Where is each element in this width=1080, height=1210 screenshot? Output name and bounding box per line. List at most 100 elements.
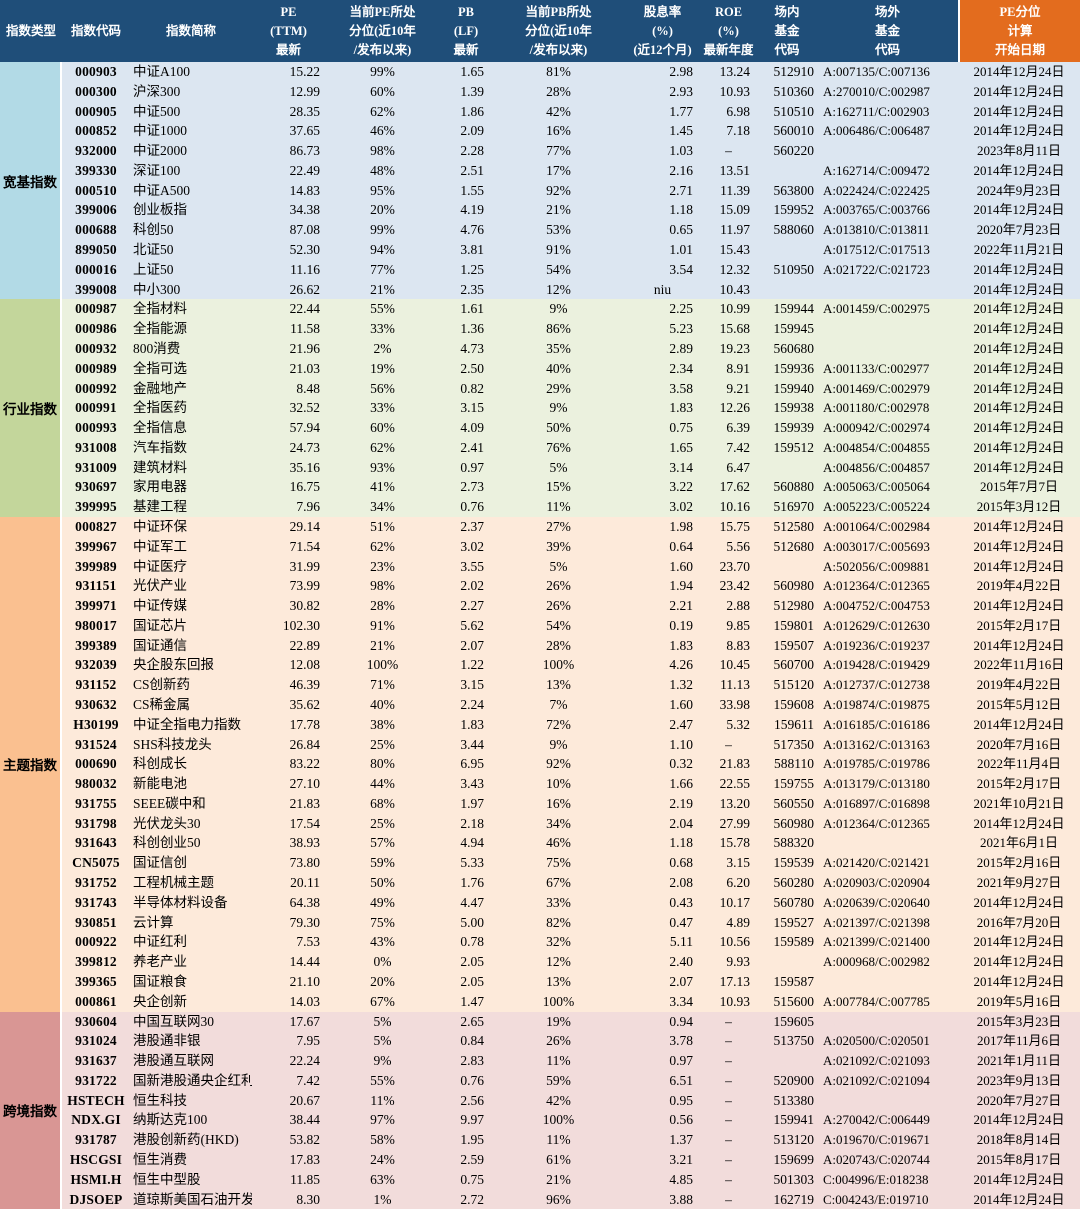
cell-pb-lf[interactable]: 1.76 [460, 875, 484, 891]
cell-onmarket-fund-code[interactable]: 159605 [773, 1013, 815, 1029]
cell-onmarket-fund-code[interactable]: 560550 [773, 795, 815, 811]
header-cell-6[interactable]: 当前PB所处 分位(近10年/发布以来) [492, 0, 625, 62]
cell-roe[interactable]: 33.98 [719, 697, 750, 712]
cell-offmarket-fund-code[interactable]: A:012364/C:012365 [823, 815, 930, 831]
cell-pe-percentile-start-date[interactable]: 2014年12月24日 [973, 103, 1065, 119]
cell-pe-ttm[interactable]: 34.38 [289, 202, 320, 218]
cell-offmarket-fund-code[interactable]: A:270010/C:002987 [823, 83, 930, 99]
cell-onmarket-fund-code[interactable]: 159939 [773, 420, 815, 436]
cell-index-name[interactable]: 中证环保 [133, 518, 187, 534]
cell-pe-percentile[interactable]: 23% [370, 558, 395, 574]
cell-pb-lf[interactable]: 6.95 [460, 756, 484, 772]
cell-pb-percentile[interactable]: 91% [546, 242, 571, 258]
cell-index-name[interactable]: 中证2000 [133, 143, 187, 159]
cell-dividend-yield[interactable]: 2.19 [669, 795, 693, 811]
cell-index-code[interactable]: 931524 [75, 736, 117, 752]
cell-pe-ttm[interactable]: 11.85 [290, 1171, 320, 1187]
cell-index-code[interactable]: 000688 [75, 222, 117, 238]
cell-index-name[interactable]: 中证红利 [133, 934, 187, 950]
cell-pe-percentile[interactable]: 71% [370, 677, 395, 693]
cell-pe-ttm[interactable]: 35.62 [289, 697, 320, 712]
cell-pb-percentile[interactable]: 28% [546, 637, 571, 653]
cell-index-name[interactable]: 中证1000 [133, 123, 187, 139]
cell-pe-percentile-start-date[interactable]: 2021年10月21日 [973, 795, 1065, 811]
cell-pe-percentile[interactable]: 2% [373, 340, 392, 356]
cell-pb-percentile[interactable]: 33% [546, 894, 571, 910]
cell-pb-lf[interactable]: 3.02 [460, 538, 484, 554]
cell-index-code[interactable]: 980017 [75, 617, 117, 633]
cell-index-name[interactable]: 央企股东回报 [133, 657, 214, 673]
cell-onmarket-fund-code[interactable]: 159945 [773, 321, 815, 337]
cell-pe-ttm[interactable]: 22.44 [289, 301, 320, 317]
cell-pb-lf[interactable]: 2.27 [460, 598, 484, 614]
cell-onmarket-fund-code[interactable]: 560280 [773, 875, 815, 891]
cell-index-code[interactable]: 399971 [75, 598, 117, 614]
cell-index-code[interactable]: HSMI.H [70, 1171, 122, 1187]
cell-pe-ttm[interactable]: 87.08 [289, 222, 320, 238]
cell-roe[interactable]: 17.13 [719, 973, 750, 989]
cell-index-code[interactable]: 930632 [75, 697, 117, 712]
cell-pe-ttm[interactable]: 26.84 [289, 736, 320, 752]
cell-offmarket-fund-code[interactable]: A:003765/C:003766 [823, 202, 930, 218]
cell-pe-percentile[interactable]: 20% [370, 973, 395, 989]
cell-pb-percentile[interactable]: 5% [549, 558, 568, 574]
header-cell-5[interactable]: PB (LF) 最新 [440, 0, 492, 62]
header-cell-3[interactable]: PE (TTM) 最新 [252, 0, 325, 62]
cell-index-name[interactable]: 科创50 [133, 222, 174, 238]
cell-pb-lf[interactable]: 2.51 [460, 162, 484, 178]
section-label[interactable]: 跨境指数 [0, 1011, 62, 1210]
cell-index-name[interactable]: 中小300 [133, 281, 181, 297]
cell-index-code[interactable]: H30199 [73, 716, 119, 732]
cell-offmarket-fund-code[interactable]: A:019428/C:019429 [823, 657, 930, 673]
cell-index-code[interactable]: 000989 [75, 360, 117, 376]
cell-pb-percentile[interactable]: 82% [546, 914, 571, 930]
cell-pe-ttm[interactable]: 32.52 [289, 400, 320, 416]
cell-pb-lf[interactable]: 1.36 [460, 321, 484, 337]
cell-offmarket-fund-code[interactable]: A:007135/C:007136 [823, 64, 930, 79]
cell-offmarket-fund-code[interactable]: A:021399/C:021400 [823, 934, 930, 950]
cell-pe-percentile-start-date[interactable]: 2015年2月17日 [976, 617, 1062, 633]
cell-offmarket-fund-code[interactable]: C:004243/E:019710 [823, 1191, 929, 1207]
cell-pe-percentile-start-date[interactable]: 2020年7月27日 [976, 1092, 1062, 1108]
cell-pb-percentile[interactable]: 9% [549, 736, 568, 752]
cell-roe[interactable]: 10.99 [719, 301, 750, 317]
cell-pe-percentile[interactable]: 41% [370, 479, 395, 495]
cell-pe-percentile[interactable]: 56% [370, 380, 395, 396]
cell-index-name[interactable]: 中证军工 [133, 538, 187, 554]
cell-dividend-yield[interactable]: 4.85 [669, 1171, 693, 1187]
cell-onmarket-fund-code[interactable]: 159507 [773, 637, 815, 653]
cell-roe[interactable]: 23.70 [719, 558, 750, 574]
cell-index-code[interactable]: 931643 [75, 835, 117, 851]
cell-pe-percentile[interactable]: 50% [370, 875, 395, 891]
cell-pb-percentile[interactable]: 27% [546, 518, 571, 534]
cell-index-name[interactable]: 恒生消费 [133, 1151, 187, 1167]
cell-pb-percentile[interactable]: 34% [546, 815, 571, 831]
cell-pb-percentile[interactable]: 21% [546, 1171, 571, 1187]
cell-pb-lf[interactable]: 2.72 [460, 1191, 484, 1207]
cell-roe[interactable]: – [725, 1151, 732, 1167]
cell-roe[interactable]: 6.98 [726, 103, 750, 119]
cell-pe-percentile[interactable]: 75% [370, 914, 395, 930]
cell-pb-percentile[interactable]: 12% [546, 954, 571, 970]
cell-pe-percentile-start-date[interactable]: 2014年12月24日 [973, 459, 1065, 475]
cell-pe-ttm[interactable]: 14.83 [289, 182, 320, 198]
cell-onmarket-fund-code[interactable]: 512910 [773, 64, 815, 79]
cell-offmarket-fund-code[interactable]: A:012629/C:012630 [823, 617, 930, 633]
cell-offmarket-fund-code[interactable]: A:270042/C:006449 [823, 1112, 930, 1128]
cell-onmarket-fund-code[interactable]: 560780 [773, 894, 815, 910]
cell-index-name[interactable]: 中证A100 [133, 64, 190, 79]
cell-roe[interactable]: 12.26 [719, 400, 750, 416]
cell-pb-lf[interactable]: 2.65 [460, 1013, 484, 1029]
cell-roe[interactable]: 13.20 [719, 795, 750, 811]
cell-pe-percentile-start-date[interactable]: 2015年2月16日 [976, 855, 1062, 871]
cell-dividend-yield[interactable]: 3.34 [669, 993, 693, 1009]
cell-offmarket-fund-code[interactable]: A:017512/C:017513 [823, 242, 930, 258]
cell-offmarket-fund-code[interactable]: A:003017/C:005693 [823, 538, 930, 554]
cell-pb-lf[interactable]: 1.97 [460, 795, 484, 811]
cell-pe-ttm[interactable]: 29.14 [289, 518, 320, 534]
cell-pb-lf[interactable]: 2.05 [460, 954, 484, 970]
cell-index-code[interactable]: 000986 [75, 321, 117, 337]
cell-pb-lf[interactable]: 1.86 [460, 103, 484, 119]
cell-dividend-yield[interactable]: 3.88 [669, 1191, 693, 1207]
cell-onmarket-fund-code[interactable]: 560980 [773, 578, 815, 594]
